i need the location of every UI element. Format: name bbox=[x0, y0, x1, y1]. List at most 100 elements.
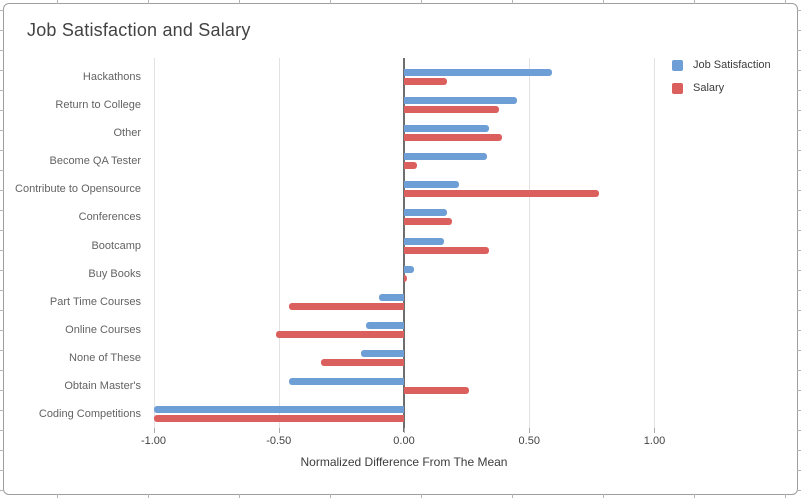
chart-row: Buy Books bbox=[0, 260, 801, 288]
x-axis-tick-label: -0.50 bbox=[266, 435, 292, 447]
bar-salary bbox=[321, 358, 404, 366]
category-label: None of These bbox=[69, 351, 141, 364]
sheet-gridline-stub bbox=[797, 110, 801, 111]
sheet-gridline-stub bbox=[330, 494, 331, 498]
sheet-gridline-stub bbox=[0, 70, 4, 71]
chart-row: None of These bbox=[0, 344, 801, 372]
bar-job-satisfaction bbox=[288, 377, 404, 385]
sheet-gridline-stub bbox=[421, 0, 422, 4]
sheet-gridline-stub bbox=[330, 0, 331, 4]
row-bars bbox=[151, 372, 657, 400]
sheet-gridline-stub bbox=[57, 494, 58, 498]
chart-row: Bootcamp bbox=[0, 231, 801, 259]
bar-job-satisfaction bbox=[404, 181, 460, 189]
chart-row: Conferences bbox=[0, 203, 801, 231]
sheet-gridline-stub bbox=[0, 350, 4, 351]
category-label: Other bbox=[113, 127, 141, 140]
x-axis-tick bbox=[654, 428, 656, 433]
bar-salary bbox=[404, 274, 407, 282]
chart-row: Other bbox=[0, 119, 801, 147]
sheet-gridline-stub bbox=[797, 30, 801, 31]
sheet-gridline-stub bbox=[0, 30, 4, 31]
category-label: Become QA Tester bbox=[49, 155, 141, 168]
bar-job-satisfaction bbox=[361, 349, 404, 357]
bar-salary bbox=[404, 134, 502, 142]
sheet-gridline-stub bbox=[797, 450, 801, 451]
sheet-gridline-stub bbox=[797, 150, 801, 151]
legend-label-salary: Salary bbox=[693, 82, 725, 94]
bar-job-satisfaction bbox=[404, 69, 552, 77]
sheet-gridline-stub bbox=[797, 50, 801, 51]
bar-salary bbox=[404, 218, 452, 226]
legend-swatch-salary bbox=[672, 82, 683, 94]
sheet-gridline-stub bbox=[0, 290, 4, 291]
bar-job-satisfaction bbox=[404, 237, 445, 245]
bar-salary bbox=[404, 386, 470, 394]
sheet-gridline-stub bbox=[0, 190, 4, 191]
bar-job-satisfaction bbox=[404, 153, 487, 161]
gridline bbox=[654, 58, 656, 428]
gridline bbox=[529, 58, 531, 428]
row-bars bbox=[151, 119, 657, 147]
sheet-gridline-stub bbox=[0, 110, 4, 111]
row-bars bbox=[151, 147, 657, 175]
sheet-gridline-stub bbox=[797, 390, 801, 391]
sheet-gridline-stub bbox=[797, 470, 801, 471]
sheet-gridline-stub bbox=[0, 230, 4, 231]
sheet-gridline-stub bbox=[0, 370, 4, 371]
bar-job-satisfaction bbox=[404, 265, 415, 273]
sheet-gridline-stub bbox=[0, 250, 4, 251]
chart-row: Return to College bbox=[0, 91, 801, 119]
category-label: Obtain Master's bbox=[64, 379, 141, 392]
sheet-gridline-stub bbox=[0, 10, 4, 11]
sheet-gridline-stub bbox=[797, 370, 801, 371]
sheet-gridline-stub bbox=[0, 50, 4, 51]
chart-row: Contribute to Opensource bbox=[0, 175, 801, 203]
bar-salary bbox=[288, 302, 404, 310]
sheet-gridline-stub bbox=[797, 490, 801, 491]
sheet-gridline-stub bbox=[0, 390, 4, 391]
bar-job-satisfaction bbox=[404, 209, 447, 217]
sheet-gridline-stub bbox=[148, 0, 149, 4]
category-label: Conferences bbox=[78, 211, 141, 224]
sheet-gridline-stub bbox=[797, 430, 801, 431]
sheet-gridline-stub bbox=[0, 270, 4, 271]
x-axis-tick bbox=[153, 428, 155, 433]
sheet-gridline-stub bbox=[694, 494, 695, 498]
sheet-gridline-stub bbox=[421, 494, 422, 498]
x-axis-tick-label: -1.00 bbox=[140, 435, 167, 447]
row-bars bbox=[151, 203, 657, 231]
row-bars bbox=[151, 288, 657, 316]
sheet-gridline-stub bbox=[797, 90, 801, 91]
bar-salary bbox=[404, 106, 500, 114]
chart-row: Hackathons bbox=[0, 63, 801, 91]
sheet-gridline-stub bbox=[0, 450, 4, 451]
sheet-gridline-stub bbox=[797, 230, 801, 231]
sheet-gridline-stub bbox=[0, 490, 4, 491]
chart-row: Obtain Master's bbox=[0, 372, 801, 400]
plot-rows: Hackathons Return to College Other Become Q… bbox=[0, 58, 801, 428]
x-axis-tick bbox=[404, 428, 405, 433]
sheet-gridline-stub bbox=[797, 410, 801, 411]
sheet-gridline-stub bbox=[797, 290, 801, 291]
sheet-gridline-stub bbox=[785, 0, 786, 4]
category-label: Return to College bbox=[55, 99, 141, 112]
sheet-gridline-stub bbox=[797, 130, 801, 131]
legend-item-salary: Salary bbox=[672, 82, 771, 94]
category-label: Contribute to Opensource bbox=[15, 183, 141, 196]
gridline bbox=[153, 58, 155, 428]
x-axis-tick-label: 0.50 bbox=[518, 435, 540, 447]
zero-axis-line bbox=[403, 58, 405, 432]
x-axis-title: Normalized Difference From The Mean bbox=[300, 455, 508, 469]
row-bars bbox=[151, 63, 657, 91]
x-axis-tick bbox=[278, 428, 280, 433]
row-bars bbox=[151, 400, 657, 428]
sheet-gridline-stub bbox=[797, 310, 801, 311]
x-axis-tick-label: 0.00 bbox=[393, 435, 415, 447]
bar-salary bbox=[276, 330, 404, 338]
bar-salary bbox=[404, 190, 600, 198]
chart-row: Become QA Tester bbox=[0, 147, 801, 175]
x-axis-tick bbox=[529, 428, 531, 433]
sheet-gridline-stub bbox=[239, 0, 240, 4]
